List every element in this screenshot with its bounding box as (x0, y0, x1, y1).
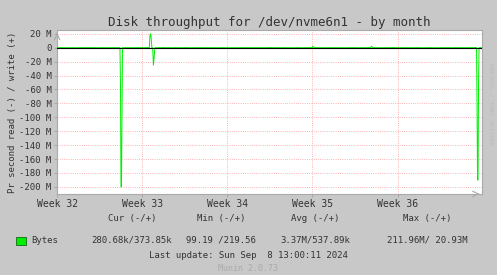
Text: RRDTOOL / TOBI OETIKER: RRDTOOL / TOBI OETIKER (488, 63, 493, 146)
Text: 211.96M/ 20.93M: 211.96M/ 20.93M (387, 236, 468, 244)
Text: Bytes: Bytes (31, 236, 58, 244)
Text: Munin 2.0.73: Munin 2.0.73 (219, 264, 278, 273)
Text: Min (-/+): Min (-/+) (197, 214, 246, 223)
Text: Avg (-/+): Avg (-/+) (291, 214, 340, 223)
Text: Max (-/+): Max (-/+) (403, 214, 452, 223)
Title: Disk throughput for /dev/nvme6n1 - by month: Disk throughput for /dev/nvme6n1 - by mo… (108, 16, 431, 29)
Text: 99.19 /219.56: 99.19 /219.56 (186, 236, 256, 244)
Text: 280.68k/373.85k: 280.68k/373.85k (91, 236, 172, 244)
Text: Last update: Sun Sep  8 13:00:11 2024: Last update: Sun Sep 8 13:00:11 2024 (149, 251, 348, 260)
Text: 3.37M/537.89k: 3.37M/537.89k (281, 236, 350, 244)
Y-axis label: Pr second read (-) / write (+): Pr second read (-) / write (+) (7, 31, 16, 193)
Text: Cur (-/+): Cur (-/+) (107, 214, 156, 223)
